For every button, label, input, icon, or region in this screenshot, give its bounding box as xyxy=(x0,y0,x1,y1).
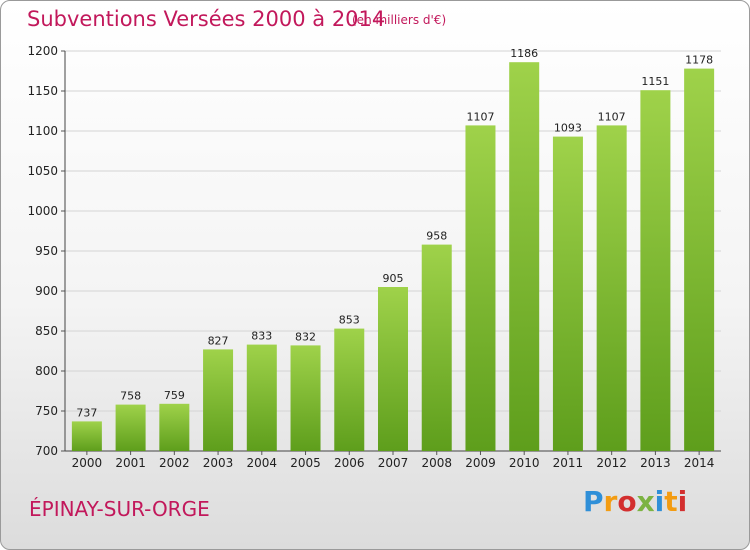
chart-unit-note: (en milliers d'€) xyxy=(352,13,447,27)
value-label-2014: 1178 xyxy=(685,54,713,67)
bar-2001 xyxy=(115,404,146,451)
value-label-2009: 1107 xyxy=(466,110,494,123)
bar-2005 xyxy=(290,345,321,451)
value-label-2011: 1093 xyxy=(554,122,582,135)
y-tick-label: 1050 xyxy=(27,164,58,178)
value-label-2010: 1186 xyxy=(510,47,538,60)
x-tick-label-2002: 2002 xyxy=(159,456,190,470)
value-label-2004: 833 xyxy=(251,330,272,343)
value-label-2000: 737 xyxy=(76,406,97,419)
y-tick-label: 900 xyxy=(35,284,58,298)
x-tick-label-2009: 2009 xyxy=(465,456,496,470)
x-tick-label-2014: 2014 xyxy=(684,456,715,470)
x-tick-label-2005: 2005 xyxy=(290,456,321,470)
x-tick-label-2011: 2011 xyxy=(553,456,584,470)
bar-2013 xyxy=(640,90,671,451)
bar-2006 xyxy=(334,328,365,451)
y-tick-label: 750 xyxy=(35,404,58,418)
value-label-2007: 905 xyxy=(383,272,404,285)
y-tick-label: 1000 xyxy=(27,204,58,218)
bar-2014 xyxy=(684,68,715,451)
bar-2002 xyxy=(159,403,190,451)
x-tick-label-2007: 2007 xyxy=(378,456,409,470)
chart-title: Subventions Versées 2000 à 2014 xyxy=(27,7,386,31)
proxiti-logo: Proxiti xyxy=(583,485,688,518)
x-tick-label-2010: 2010 xyxy=(509,456,540,470)
value-labels: 737 758 759 827 833 832 853 905 958 1107 1186 1093 1… xyxy=(76,47,713,419)
bar-2003 xyxy=(203,349,234,451)
x-tick-label-2000: 2000 xyxy=(72,456,103,470)
value-label-2001: 758 xyxy=(120,390,141,403)
bar-2010 xyxy=(509,62,540,451)
y-tick-label: 800 xyxy=(35,364,58,378)
bars xyxy=(71,62,715,452)
tick-labels: 700 750 800 850 900 950 1000 1050 1100 1150 1200 20… xyxy=(27,44,714,470)
x-tick-label-2013: 2013 xyxy=(640,456,671,470)
bar-2007 xyxy=(378,287,408,451)
bar-2000 xyxy=(71,421,102,451)
x-tick-label-2012: 2012 xyxy=(596,456,627,470)
y-tick-label: 1100 xyxy=(27,124,58,138)
y-tick-label: 950 xyxy=(35,244,58,258)
value-label-2005: 832 xyxy=(295,330,316,343)
value-label-2008: 958 xyxy=(426,230,447,243)
y-tick-label: 700 xyxy=(35,444,58,458)
value-label-2003: 827 xyxy=(208,334,229,347)
y-tick-label: 850 xyxy=(35,324,58,338)
value-label-2013: 1151 xyxy=(641,75,669,88)
bar-2004 xyxy=(246,344,277,451)
bar-2011 xyxy=(552,136,583,451)
y-tick-label: 1200 xyxy=(27,44,58,58)
x-tick-label-2006: 2006 xyxy=(334,456,365,470)
y-tick-label: 1150 xyxy=(27,84,58,98)
x-tick-label-2004: 2004 xyxy=(247,456,278,470)
value-label-2012: 1107 xyxy=(598,110,626,123)
x-tick-label-2001: 2001 xyxy=(115,456,146,470)
bar-2008 xyxy=(421,244,452,451)
x-tick-label-2003: 2003 xyxy=(203,456,234,470)
bar-2009 xyxy=(465,125,496,452)
value-label-2006: 853 xyxy=(339,314,360,327)
value-label-2002: 759 xyxy=(164,389,185,402)
bar-2012 xyxy=(596,125,627,452)
x-tick-label-2008: 2008 xyxy=(421,456,452,470)
city-name: ÉPINAY-SUR-ORGE xyxy=(29,497,210,521)
